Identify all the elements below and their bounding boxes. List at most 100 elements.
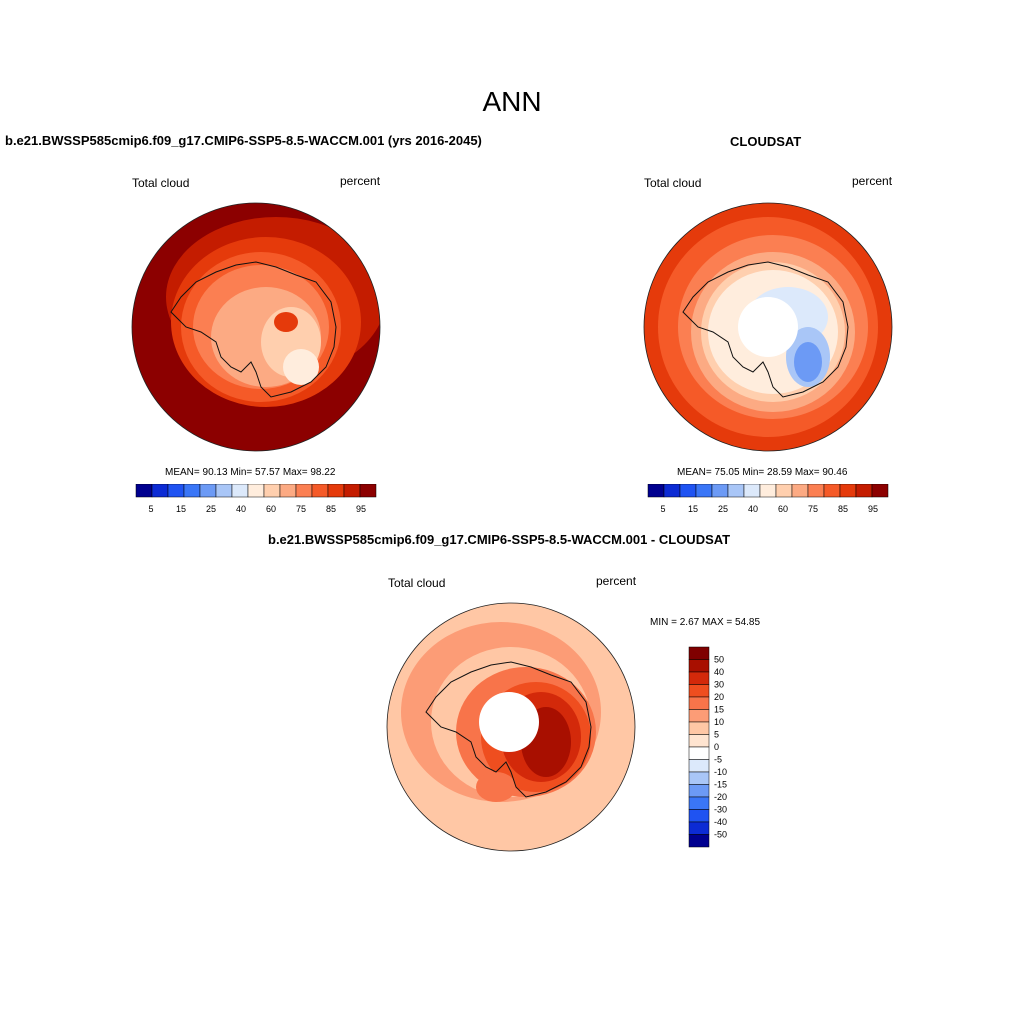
- panel2-title: CLOUDSAT: [730, 134, 802, 149]
- colorbar-tick-label: 50: [714, 655, 724, 665]
- colorbar-tick-label: 75: [296, 504, 306, 514]
- panel1-units-label: percent: [340, 174, 381, 188]
- colorbar-swatch: [688, 659, 710, 673]
- colorbar-tick-label: 40: [748, 504, 758, 514]
- panel2-units-label: percent: [852, 174, 893, 188]
- colorbar-tick-label: 85: [326, 504, 336, 514]
- panel1-title: b.e21.BWSSP585cmip6.f09_g17.CMIP6-SSP5-8…: [5, 133, 482, 148]
- colorbar-tick-label: -40: [714, 817, 727, 827]
- colorbar-tick-label: 5: [660, 504, 665, 514]
- colorbar-swatch: [311, 484, 329, 498]
- contour-region: [794, 342, 822, 382]
- colorbar-tick-label: 60: [778, 504, 788, 514]
- colorbar-swatch: [263, 484, 281, 498]
- map-boundary: [643, 202, 893, 452]
- colorbar-swatch: [231, 484, 249, 498]
- colorbar-swatch: [688, 671, 710, 685]
- colorbar-swatch: [679, 484, 697, 498]
- colorbar-swatch: [823, 484, 841, 498]
- contour-region: [283, 349, 319, 385]
- panel1-colorbar: 5 15 25 40 60 75 85 95: [135, 484, 377, 514]
- colorbar-tick-label: 60: [266, 504, 276, 514]
- colorbar-swatch: [688, 696, 710, 710]
- colorbar-swatch: [151, 484, 169, 498]
- colorbar-swatch: [215, 484, 233, 498]
- panel3-polar-map: [386, 602, 636, 852]
- colorbar-tick-label: 40: [714, 667, 724, 677]
- missing-data-region: [479, 692, 539, 752]
- panel2-colorbar: 5 15 25 40 60 75 85 95: [647, 484, 889, 514]
- panel1-polar-map: [131, 202, 381, 452]
- colorbar-swatch: [688, 821, 710, 835]
- colorbar-swatch: [759, 484, 777, 498]
- colorbar-tick-label: 85: [838, 504, 848, 514]
- colorbar-swatch: [295, 484, 313, 498]
- colorbar-swatch: [711, 484, 729, 498]
- colorbar-swatch: [688, 809, 710, 823]
- colorbar-tick-label: 40: [236, 504, 246, 514]
- antarctic-coastline: [425, 661, 592, 798]
- colorbar-tick-label: 0: [714, 742, 719, 752]
- colorbar-swatch: [135, 484, 153, 498]
- colorbar-swatch: [663, 484, 681, 498]
- colorbar-swatch: [359, 484, 377, 498]
- colorbar-swatch: [855, 484, 873, 498]
- colorbar-tick-label: 95: [868, 504, 878, 514]
- colorbar-swatch: [688, 709, 710, 723]
- colorbar-swatch: [279, 484, 297, 498]
- contour-region: [274, 312, 298, 332]
- panel3-title: b.e21.BWSSP585cmip6.f09_g17.CMIP6-SSP5-8…: [268, 532, 731, 547]
- colorbar-tick-label: 25: [206, 504, 216, 514]
- colorbar-tick-label: 10: [714, 717, 724, 727]
- panel3-stats: MIN = 2.67 MAX = 54.85: [650, 617, 761, 628]
- colorbar-tick-label: 15: [176, 504, 186, 514]
- contour-region: [476, 772, 516, 802]
- colorbar-tick-label: 75: [808, 504, 818, 514]
- colorbar-swatch: [695, 484, 713, 498]
- antarctic-coastline: [682, 261, 849, 398]
- colorbar-swatch: [688, 746, 710, 760]
- colorbar-tick-label: -50: [714, 830, 727, 840]
- colorbar-tick-label: 25: [718, 504, 728, 514]
- colorbar-tick-label: -20: [714, 792, 727, 802]
- colorbar-swatch: [775, 484, 793, 498]
- colorbar-swatch: [183, 484, 201, 498]
- figure-title: ANN: [482, 86, 542, 117]
- colorbar-tick-label: 30: [714, 680, 724, 690]
- colorbar-swatch: [688, 734, 710, 748]
- colorbar-tick-label: -30: [714, 805, 727, 815]
- colorbar-swatch: [688, 796, 710, 810]
- colorbar-swatch: [247, 484, 265, 498]
- colorbar-swatch: [727, 484, 745, 498]
- colorbar-tick-label: 5: [148, 504, 153, 514]
- colorbar-swatch: [839, 484, 857, 498]
- panel2-polar-map: [643, 202, 893, 452]
- colorbar-tick-label: -5: [714, 755, 722, 765]
- map-boundary: [131, 202, 381, 452]
- colorbar-swatch: [327, 484, 345, 498]
- colorbar-swatch: [688, 759, 710, 773]
- panel3-variable-label: Total cloud: [388, 576, 446, 590]
- colorbar-tick-label: 5: [714, 730, 719, 740]
- colorbar-swatch: [167, 484, 185, 498]
- panel2-stats: MEAN= 75.05 Min= 28.59 Max= 90.46: [677, 467, 848, 478]
- panel1-stats: MEAN= 90.13 Min= 57.57 Max= 98.22: [165, 467, 336, 478]
- colorbar-swatch: [688, 834, 710, 848]
- missing-data-region: [738, 297, 798, 357]
- panel1-variable-label: Total cloud: [132, 176, 190, 190]
- antarctic-coastline: [170, 261, 337, 398]
- colorbar-tick-label: -10: [714, 767, 727, 777]
- colorbar-swatch: [688, 684, 710, 698]
- colorbar-swatch: [688, 771, 710, 785]
- colorbar-tick-label: 20: [714, 692, 724, 702]
- colorbar-swatch: [343, 484, 361, 498]
- colorbar-tick-label: 15: [688, 504, 698, 514]
- colorbar-tick-label: -15: [714, 780, 727, 790]
- colorbar-swatch: [743, 484, 761, 498]
- colorbar-swatch: [688, 646, 710, 660]
- panel2-variable-label: Total cloud: [644, 176, 702, 190]
- panel3-units-label: percent: [596, 574, 637, 588]
- colorbar-tick-label: 95: [356, 504, 366, 514]
- map-boundary: [386, 602, 636, 852]
